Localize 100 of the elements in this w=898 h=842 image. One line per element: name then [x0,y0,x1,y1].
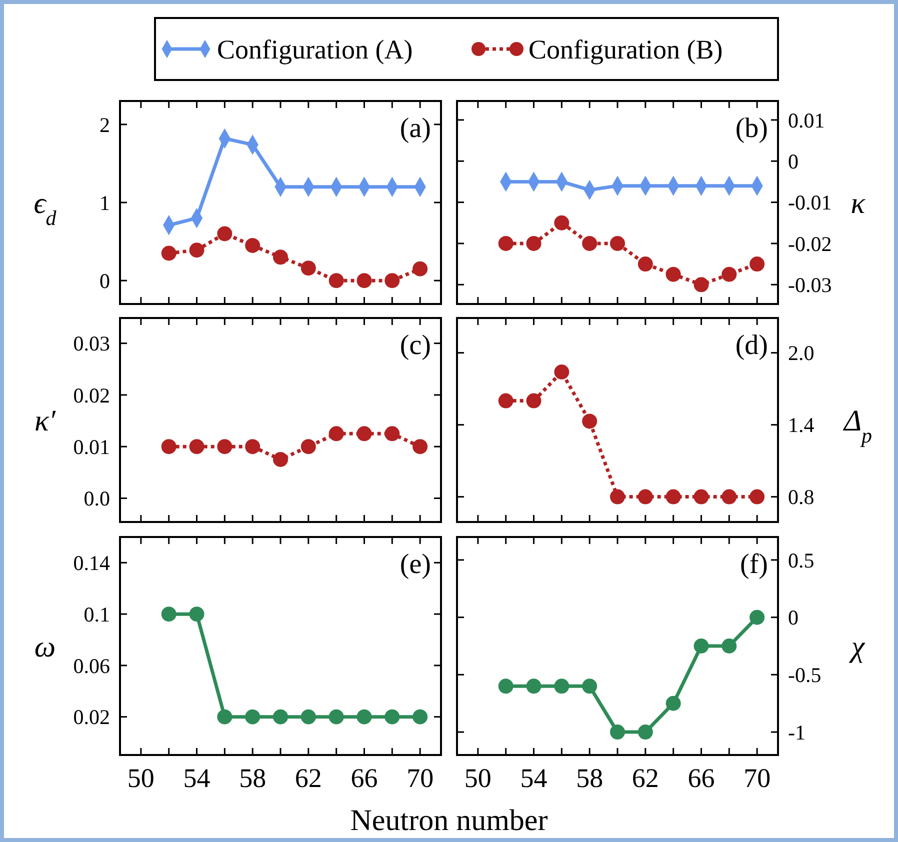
legend-label: Configuration (A) [217,34,413,64]
y-tick-label: 0.1 [84,602,110,626]
point [273,452,288,467]
x-axis-title: Neutron number [350,804,548,837]
annotation: (d) [735,330,768,361]
point [666,489,681,504]
point [638,489,653,504]
y-axis-title: κ′ [34,404,56,438]
y-tick-label: 0 [788,606,798,630]
y-axis-title: ϵ$_{d}$ [34,187,57,230]
point [526,393,542,408]
annotation: (a) [400,113,431,144]
x-tick-label: 58 [239,763,266,793]
y-axis-title: κ [850,187,866,220]
point [245,238,260,253]
annotation: (b) [735,113,768,144]
point [498,393,514,408]
point [328,273,344,288]
point [189,439,204,454]
y-tick-label: 0.03 [73,332,110,356]
y-tick-label: -0.03 [788,272,832,297]
y-tick-label: 0.0 [84,486,110,511]
point [245,439,260,454]
y-axis-title: Δ$_{p}$ [842,404,872,448]
y-tick-label: -0.5 [788,663,822,688]
x-tick-label: 62 [632,763,659,793]
y-tick-label: 0.14 [73,551,110,576]
point [750,489,765,504]
point [694,489,709,504]
point [610,724,625,740]
point [666,266,681,282]
y-tick-label: 0.06 [73,654,110,678]
point [300,439,316,454]
point [694,277,709,292]
point [722,489,737,504]
x-tick-label: 66 [350,763,378,793]
annotation: (e) [400,549,431,580]
point [750,256,765,272]
point [610,489,625,504]
y-tick-label: 0.8 [788,485,814,510]
point [610,236,625,251]
point [750,610,765,625]
point [328,426,344,442]
point [638,724,653,740]
point [554,215,570,230]
legend-label: Configuration (B) [528,34,723,64]
point [694,638,709,654]
point [722,638,737,654]
y-tick-label: -0.02 [788,232,832,256]
point [300,260,316,276]
point [384,426,400,442]
x-tick-label: 66 [688,763,715,793]
point [722,266,737,282]
y-tick-label: 2 [100,112,110,137]
x-tick-label: 70 [406,763,434,793]
point [273,250,288,265]
point [217,226,232,242]
point [498,678,514,694]
point [526,236,542,251]
y-tick-label: 0.5 [788,548,814,572]
y-axis-title: ω [34,630,56,664]
point [554,678,570,694]
x-tick-label: 70 [744,763,771,793]
y-axis-title: χ [848,630,866,664]
point [666,696,681,711]
y-tick-label: 0 [100,268,110,293]
x-tick-label: 50 [127,763,154,793]
point [384,273,400,288]
x-tick-label: 50 [464,763,492,793]
y-tick-label: -0.01 [788,190,832,215]
point [161,439,176,454]
y-tick-label: 2.0 [788,341,814,366]
annotation: (c) [400,330,431,361]
point [412,439,428,454]
y-tick-label: -1 [788,720,806,744]
y-tick-label: 0.01 [73,434,110,459]
annotation: (f) [740,549,768,580]
x-tick-label: 54 [520,763,548,793]
point [189,242,204,258]
y-tick-label: 0 [788,149,798,174]
y-tick-label: 0.01 [788,108,825,132]
x-tick-label: 58 [576,763,604,793]
point [412,261,428,276]
point [498,236,514,251]
point [217,439,232,454]
point [638,256,653,272]
point [356,426,372,442]
y-tick-label: 1.4 [788,413,815,438]
point [582,236,598,251]
x-tick-label: 54 [183,763,211,793]
x-tick-label: 62 [294,763,322,793]
y-tick-label: 1 [100,190,110,215]
point [582,678,598,694]
point [582,414,598,429]
point [526,678,542,694]
point [161,246,176,261]
point [356,273,372,288]
point [554,364,570,380]
y-tick-label: 0.02 [73,383,110,408]
y-tick-label: 0.02 [73,705,110,730]
